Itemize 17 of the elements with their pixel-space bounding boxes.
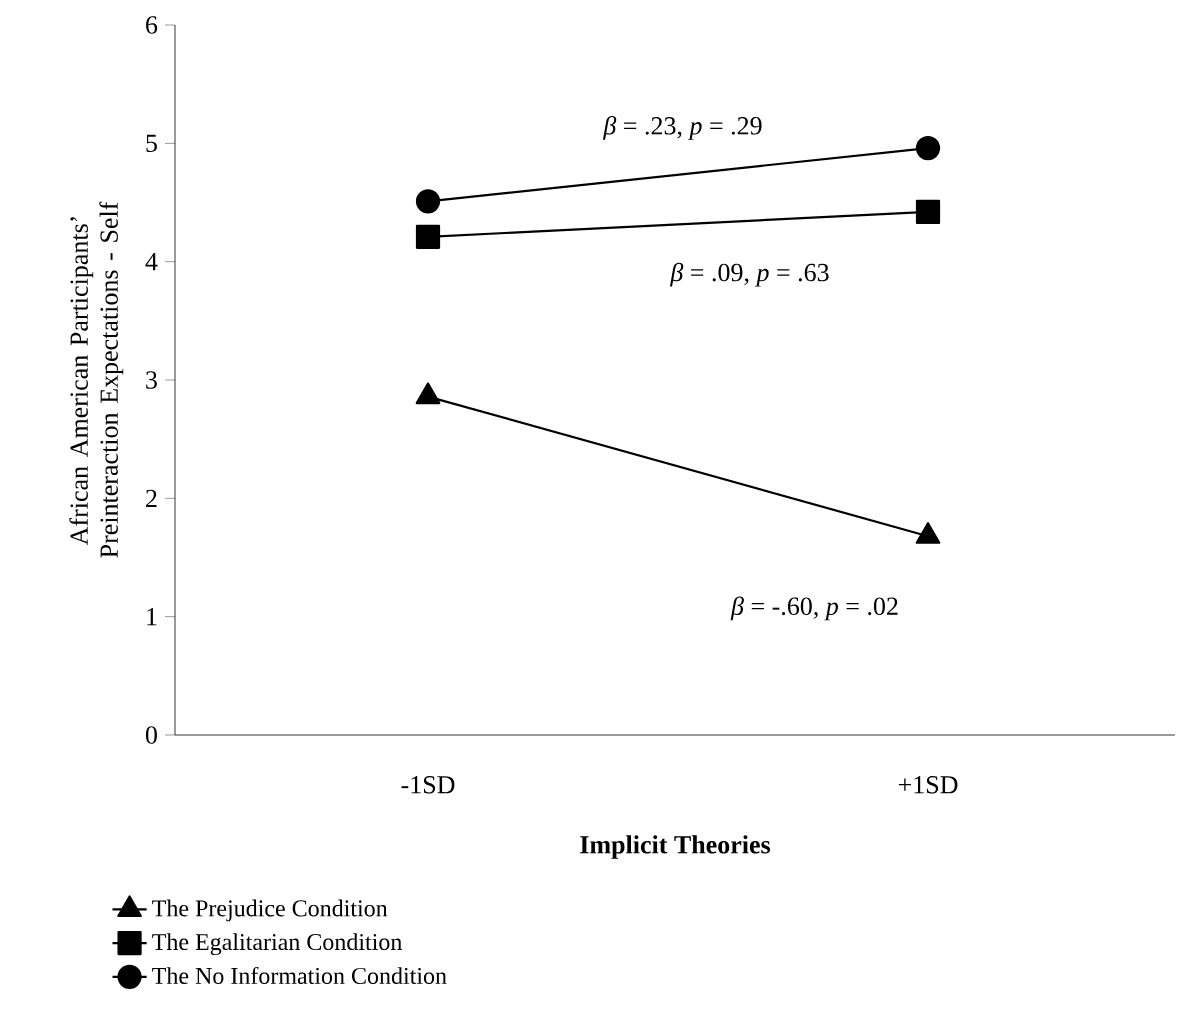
x-tick-label: +1SD: [898, 776, 958, 794]
y-tick-label: 1: [147, 608, 157, 626]
legend-label: The Egalitarian Condition: [152, 933, 403, 956]
y-tick-label: 5: [146, 134, 157, 152]
x-axis-title: Implicit Theories: [580, 835, 771, 859]
annotation: β = -.60, p = .02: [730, 596, 898, 621]
y-tick-label: 6: [146, 16, 158, 34]
annotation: β = .23, p = .29: [602, 116, 762, 140]
annotation: β = .09, p = .63: [669, 262, 829, 287]
y-tick-label: 2: [146, 489, 157, 507]
y-axis-title: African American Participants’ Preinteraction Expectations - Self: [69, 201, 124, 558]
y-tick-label: 4: [145, 253, 158, 271]
y-tick-label: 3: [146, 371, 157, 389]
y-tick-label: 0: [145, 726, 157, 744]
legend-label: The No Information Condition: [152, 966, 447, 985]
x-tick-label: -1SD: [401, 776, 455, 794]
legend-label: The Prejudice Condition: [152, 899, 388, 922]
